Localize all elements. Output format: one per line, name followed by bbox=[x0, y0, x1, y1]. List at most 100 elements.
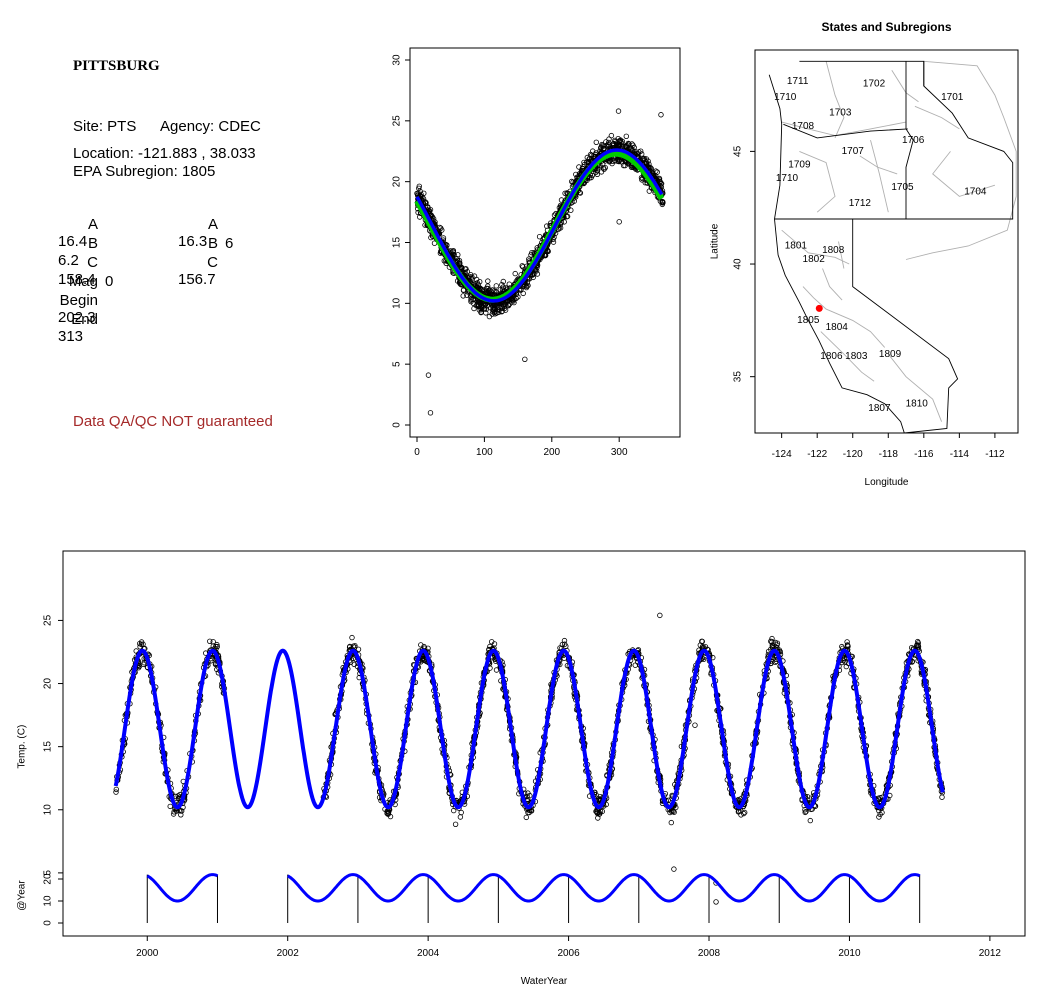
x-tick-label: -122 bbox=[807, 449, 827, 460]
data-point bbox=[508, 295, 514, 301]
fit-curve bbox=[113, 648, 945, 810]
x-tick-label: 2006 bbox=[557, 948, 580, 959]
region-label: 1808 bbox=[822, 245, 845, 256]
y-tick-label: 40 bbox=[733, 258, 744, 270]
x-tick-label: 2002 bbox=[277, 948, 300, 959]
y-tick-label: 25 bbox=[392, 115, 403, 127]
region-label: 1801 bbox=[785, 241, 808, 252]
data-point bbox=[597, 163, 603, 169]
data-point bbox=[472, 282, 479, 289]
data-point bbox=[590, 153, 597, 159]
data-point bbox=[612, 158, 618, 164]
x-tick-label: -120 bbox=[843, 449, 863, 460]
map-title: States and Subregions bbox=[821, 20, 951, 34]
y-tick-label: 0 bbox=[392, 422, 403, 428]
data-point bbox=[207, 638, 213, 644]
region-label: 1701 bbox=[941, 92, 964, 103]
region-label: 1711 bbox=[787, 76, 809, 87]
data-point bbox=[620, 162, 627, 169]
data-point bbox=[618, 158, 624, 165]
coef-value: 16.3 bbox=[178, 233, 208, 250]
data-point bbox=[611, 142, 617, 148]
y-tick-label: 15 bbox=[392, 237, 403, 249]
subregion-line bbox=[932, 151, 996, 197]
subregion-line bbox=[870, 139, 889, 213]
data-point bbox=[472, 297, 479, 303]
coef-value: 6 bbox=[225, 235, 234, 252]
data-point bbox=[556, 225, 562, 231]
region-label: 1805 bbox=[797, 315, 820, 326]
data-point bbox=[774, 640, 781, 646]
data-point bbox=[498, 309, 505, 315]
time-series-chart: 2000 2002 2004 2006 2008 2010 2012WaterYear510… bbox=[17, 550, 1026, 987]
site-title: PITTSBURG bbox=[73, 58, 160, 74]
region-label: 1705 bbox=[891, 182, 914, 193]
coef-key: B bbox=[87, 235, 98, 252]
data-point bbox=[769, 635, 775, 642]
data-point bbox=[526, 809, 532, 816]
data-point bbox=[699, 638, 705, 644]
region-label: 1809 bbox=[879, 349, 902, 360]
data-point bbox=[939, 794, 945, 800]
data-point bbox=[612, 137, 618, 144]
data-point bbox=[601, 166, 607, 172]
y-tick-label: 15 bbox=[43, 741, 54, 753]
data-point bbox=[454, 255, 460, 262]
data-point bbox=[802, 809, 808, 816]
data-point bbox=[594, 168, 601, 174]
data-point bbox=[350, 643, 357, 649]
location-label: Location: -121.883 , 38.033 bbox=[73, 145, 256, 162]
coef-row: A16.3 bbox=[178, 216, 238, 250]
data-point bbox=[454, 258, 460, 265]
outlier-point bbox=[657, 612, 663, 619]
data-point bbox=[573, 171, 579, 178]
coef-key: A bbox=[207, 216, 218, 233]
data-point bbox=[581, 159, 587, 166]
data-point bbox=[493, 283, 499, 289]
data-point bbox=[625, 161, 631, 167]
data-point bbox=[138, 641, 144, 648]
x-tick-label: 2008 bbox=[698, 948, 721, 959]
y-axis-label: Temp. (C) bbox=[17, 725, 28, 769]
data-point bbox=[432, 219, 438, 225]
x-tick-label: 2010 bbox=[838, 948, 861, 959]
data-point bbox=[167, 803, 173, 810]
data-point bbox=[597, 145, 604, 151]
data-point bbox=[385, 809, 392, 816]
x-tick-label: 2004 bbox=[417, 948, 440, 959]
data-point bbox=[614, 158, 621, 164]
x-tick-label: 300 bbox=[611, 447, 628, 458]
fit-curve bbox=[414, 150, 665, 303]
data-point bbox=[839, 643, 845, 650]
y-tick-label: 10 bbox=[43, 804, 54, 816]
data-point bbox=[417, 192, 423, 199]
data-point bbox=[451, 807, 457, 814]
x-tick-label: -124 bbox=[772, 449, 792, 460]
data-point bbox=[523, 284, 530, 291]
coef-row: C158.4 bbox=[58, 254, 118, 288]
coef-value: 156.7 bbox=[178, 271, 216, 288]
coef-value: 313 bbox=[58, 328, 84, 345]
subregion-line bbox=[802, 286, 886, 348]
data-point bbox=[568, 207, 574, 213]
data-point bbox=[533, 268, 540, 274]
coef-value: 0 bbox=[105, 273, 114, 290]
data-point bbox=[629, 141, 635, 147]
data-point bbox=[416, 183, 422, 189]
data-points bbox=[113, 612, 946, 905]
data-point bbox=[526, 258, 532, 264]
coef-key: A bbox=[87, 216, 98, 233]
y-tick-label: 25 bbox=[43, 614, 54, 626]
data-point bbox=[671, 809, 677, 815]
data-point bbox=[576, 164, 582, 170]
data-point bbox=[608, 132, 615, 139]
site-label: Site: PTS bbox=[73, 118, 137, 135]
data-point bbox=[597, 148, 603, 154]
data-point bbox=[464, 268, 470, 275]
data-point bbox=[347, 643, 353, 650]
data-point bbox=[534, 271, 541, 277]
data-point bbox=[422, 200, 428, 206]
data-point bbox=[349, 634, 355, 641]
agency-label: Agency: CDEC bbox=[160, 118, 261, 135]
coef-key: B bbox=[207, 235, 218, 252]
